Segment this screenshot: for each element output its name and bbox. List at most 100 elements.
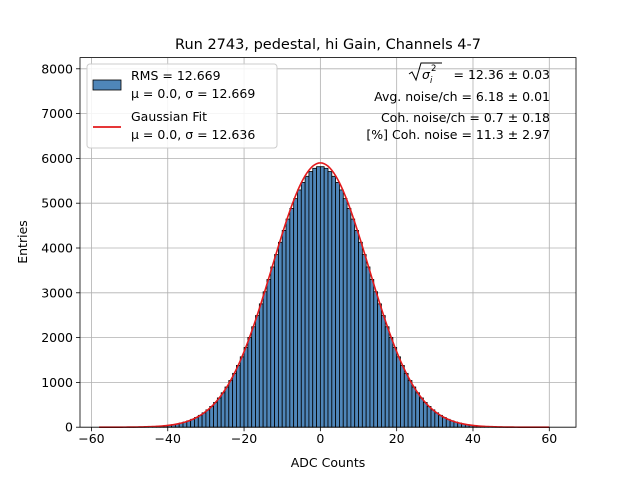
histogram-bar bbox=[319, 166, 325, 428]
svg-text:i: i bbox=[430, 76, 433, 86]
x-tick-label: 40 bbox=[465, 431, 481, 446]
histogram-bar bbox=[422, 402, 428, 428]
histogram-bar bbox=[335, 182, 340, 428]
y-axis-label: Entries bbox=[15, 220, 30, 264]
x-axis-ticks: −60 −40 −20 0 20 40 60 bbox=[78, 427, 557, 446]
histogram-bar bbox=[312, 167, 317, 428]
histogram-bar bbox=[197, 414, 203, 428]
y-tick-label: 2000 bbox=[41, 330, 73, 345]
x-tick-label: −60 bbox=[78, 431, 104, 446]
histogram-bar bbox=[251, 326, 256, 428]
histogram-bar bbox=[323, 167, 329, 428]
histogram-bar bbox=[209, 406, 214, 428]
histogram-bar bbox=[438, 414, 443, 428]
histogram-bar bbox=[266, 279, 272, 428]
y-tick-label: 4000 bbox=[41, 241, 73, 256]
x-tick-label: −20 bbox=[231, 431, 257, 446]
histogram-bar bbox=[262, 291, 268, 428]
histogram-bar bbox=[236, 365, 241, 428]
histogram-bar bbox=[213, 402, 218, 428]
histogram-bar bbox=[403, 372, 409, 428]
histogram-bar bbox=[388, 337, 394, 428]
histogram-bar bbox=[297, 189, 302, 428]
histogram-bar bbox=[369, 279, 375, 428]
histogram-bar bbox=[354, 229, 359, 428]
histogram-bar bbox=[407, 380, 413, 428]
histogram-bars bbox=[110, 166, 531, 428]
histogram-bar bbox=[220, 392, 226, 428]
histogram-bar bbox=[274, 254, 279, 428]
coh-noise-text: Coh. noise/ch = 0.7 ± 0.18 bbox=[381, 110, 550, 125]
legend-rms-label: RMS = 12.669 bbox=[131, 68, 221, 83]
histogram-bar bbox=[419, 397, 424, 428]
histogram-bar bbox=[243, 347, 249, 428]
x-tick-label: −40 bbox=[155, 431, 181, 446]
histogram-bar bbox=[308, 171, 314, 428]
legend-rms-params: μ = 0.0, σ = 12.669 bbox=[131, 86, 255, 101]
histogram-bar bbox=[365, 266, 371, 428]
legend: RMS = 12.669 μ = 0.0, σ = 12.669 Gaussia… bbox=[86, 63, 278, 149]
y-tick-label: 1000 bbox=[41, 375, 73, 390]
histogram-bar bbox=[392, 347, 398, 428]
legend-fit-params: μ = 0.0, σ = 12.636 bbox=[131, 127, 255, 142]
histogram-bar bbox=[255, 315, 260, 428]
y-tick-label: 8000 bbox=[41, 61, 73, 76]
histogram-bar bbox=[281, 229, 287, 428]
histogram-bar bbox=[381, 315, 386, 428]
histogram-bar bbox=[384, 326, 390, 428]
histogram-bar bbox=[247, 337, 253, 428]
avg-noise-text: Avg. noise/ch = 6.18 ± 0.01 bbox=[374, 89, 550, 104]
histogram-bar bbox=[339, 189, 344, 428]
histogram-bar bbox=[228, 380, 234, 428]
sqrt-sigma-symbol: σ i 2 bbox=[408, 62, 442, 86]
histogram-bar bbox=[331, 175, 337, 428]
histogram-bar bbox=[239, 356, 245, 428]
plot-frame bbox=[79, 57, 577, 428]
histogram-bar bbox=[201, 412, 207, 428]
histogram-bar bbox=[361, 254, 367, 428]
y-tick-label: 5000 bbox=[41, 196, 73, 211]
histogram-bar bbox=[426, 406, 432, 428]
histogram-bar bbox=[205, 409, 211, 428]
histogram-bar bbox=[411, 386, 417, 428]
histogram-bar bbox=[289, 207, 295, 428]
x-tick-label: 0 bbox=[316, 431, 324, 446]
histogram-bar bbox=[327, 171, 333, 428]
histogram-bar bbox=[358, 241, 363, 428]
histogram-bar bbox=[400, 365, 405, 428]
histogram-bar bbox=[430, 409, 436, 428]
y-tick-label: 7000 bbox=[41, 106, 73, 121]
histogram-bar bbox=[258, 303, 264, 428]
coh-noise-percent-text: [%] Coh. noise = 11.3 ± 2.97 bbox=[366, 127, 550, 142]
histogram-bar bbox=[342, 198, 348, 428]
chart-title: Run 2743, pedestal, hi Gain, Channels 4-… bbox=[175, 37, 481, 53]
histogram-bar bbox=[285, 218, 291, 428]
legend-fit-label: Gaussian Fit bbox=[131, 109, 207, 124]
sigma-sum-value: = 12.36 ± 0.03 bbox=[454, 67, 550, 82]
histogram-bar bbox=[224, 386, 230, 428]
histogram-bar bbox=[377, 303, 382, 428]
histogram-bar bbox=[396, 356, 401, 428]
histogram-bar bbox=[293, 198, 298, 428]
gaussian-fit-curve bbox=[99, 162, 550, 428]
noise-annotations: σ i 2 = 12.36 ± 0.03 Avg. noise/ch = 6.1… bbox=[366, 62, 550, 142]
histogram-bar bbox=[232, 372, 237, 428]
histogram-bar bbox=[304, 175, 310, 428]
histogram-bar bbox=[373, 291, 378, 428]
histogram-bar bbox=[300, 182, 306, 428]
y-axis-ticks: 0 1000 2000 3000 4000 5000 6000 7000 8000 bbox=[41, 61, 80, 435]
svg-text:σ: σ bbox=[422, 67, 431, 82]
histogram-bar bbox=[434, 412, 440, 428]
svg-text:2: 2 bbox=[431, 64, 436, 74]
histogram-bar bbox=[415, 392, 420, 428]
x-tick-label: 20 bbox=[389, 431, 405, 446]
histogram-bar bbox=[270, 266, 275, 428]
x-axis-label: ADC Counts bbox=[291, 455, 366, 470]
histogram-bar bbox=[350, 218, 356, 428]
y-tick-label: 3000 bbox=[41, 285, 73, 300]
histogram-bar bbox=[216, 397, 222, 428]
y-tick-label: 0 bbox=[65, 420, 73, 435]
histogram-bar bbox=[277, 241, 283, 428]
y-tick-label: 6000 bbox=[41, 151, 73, 166]
